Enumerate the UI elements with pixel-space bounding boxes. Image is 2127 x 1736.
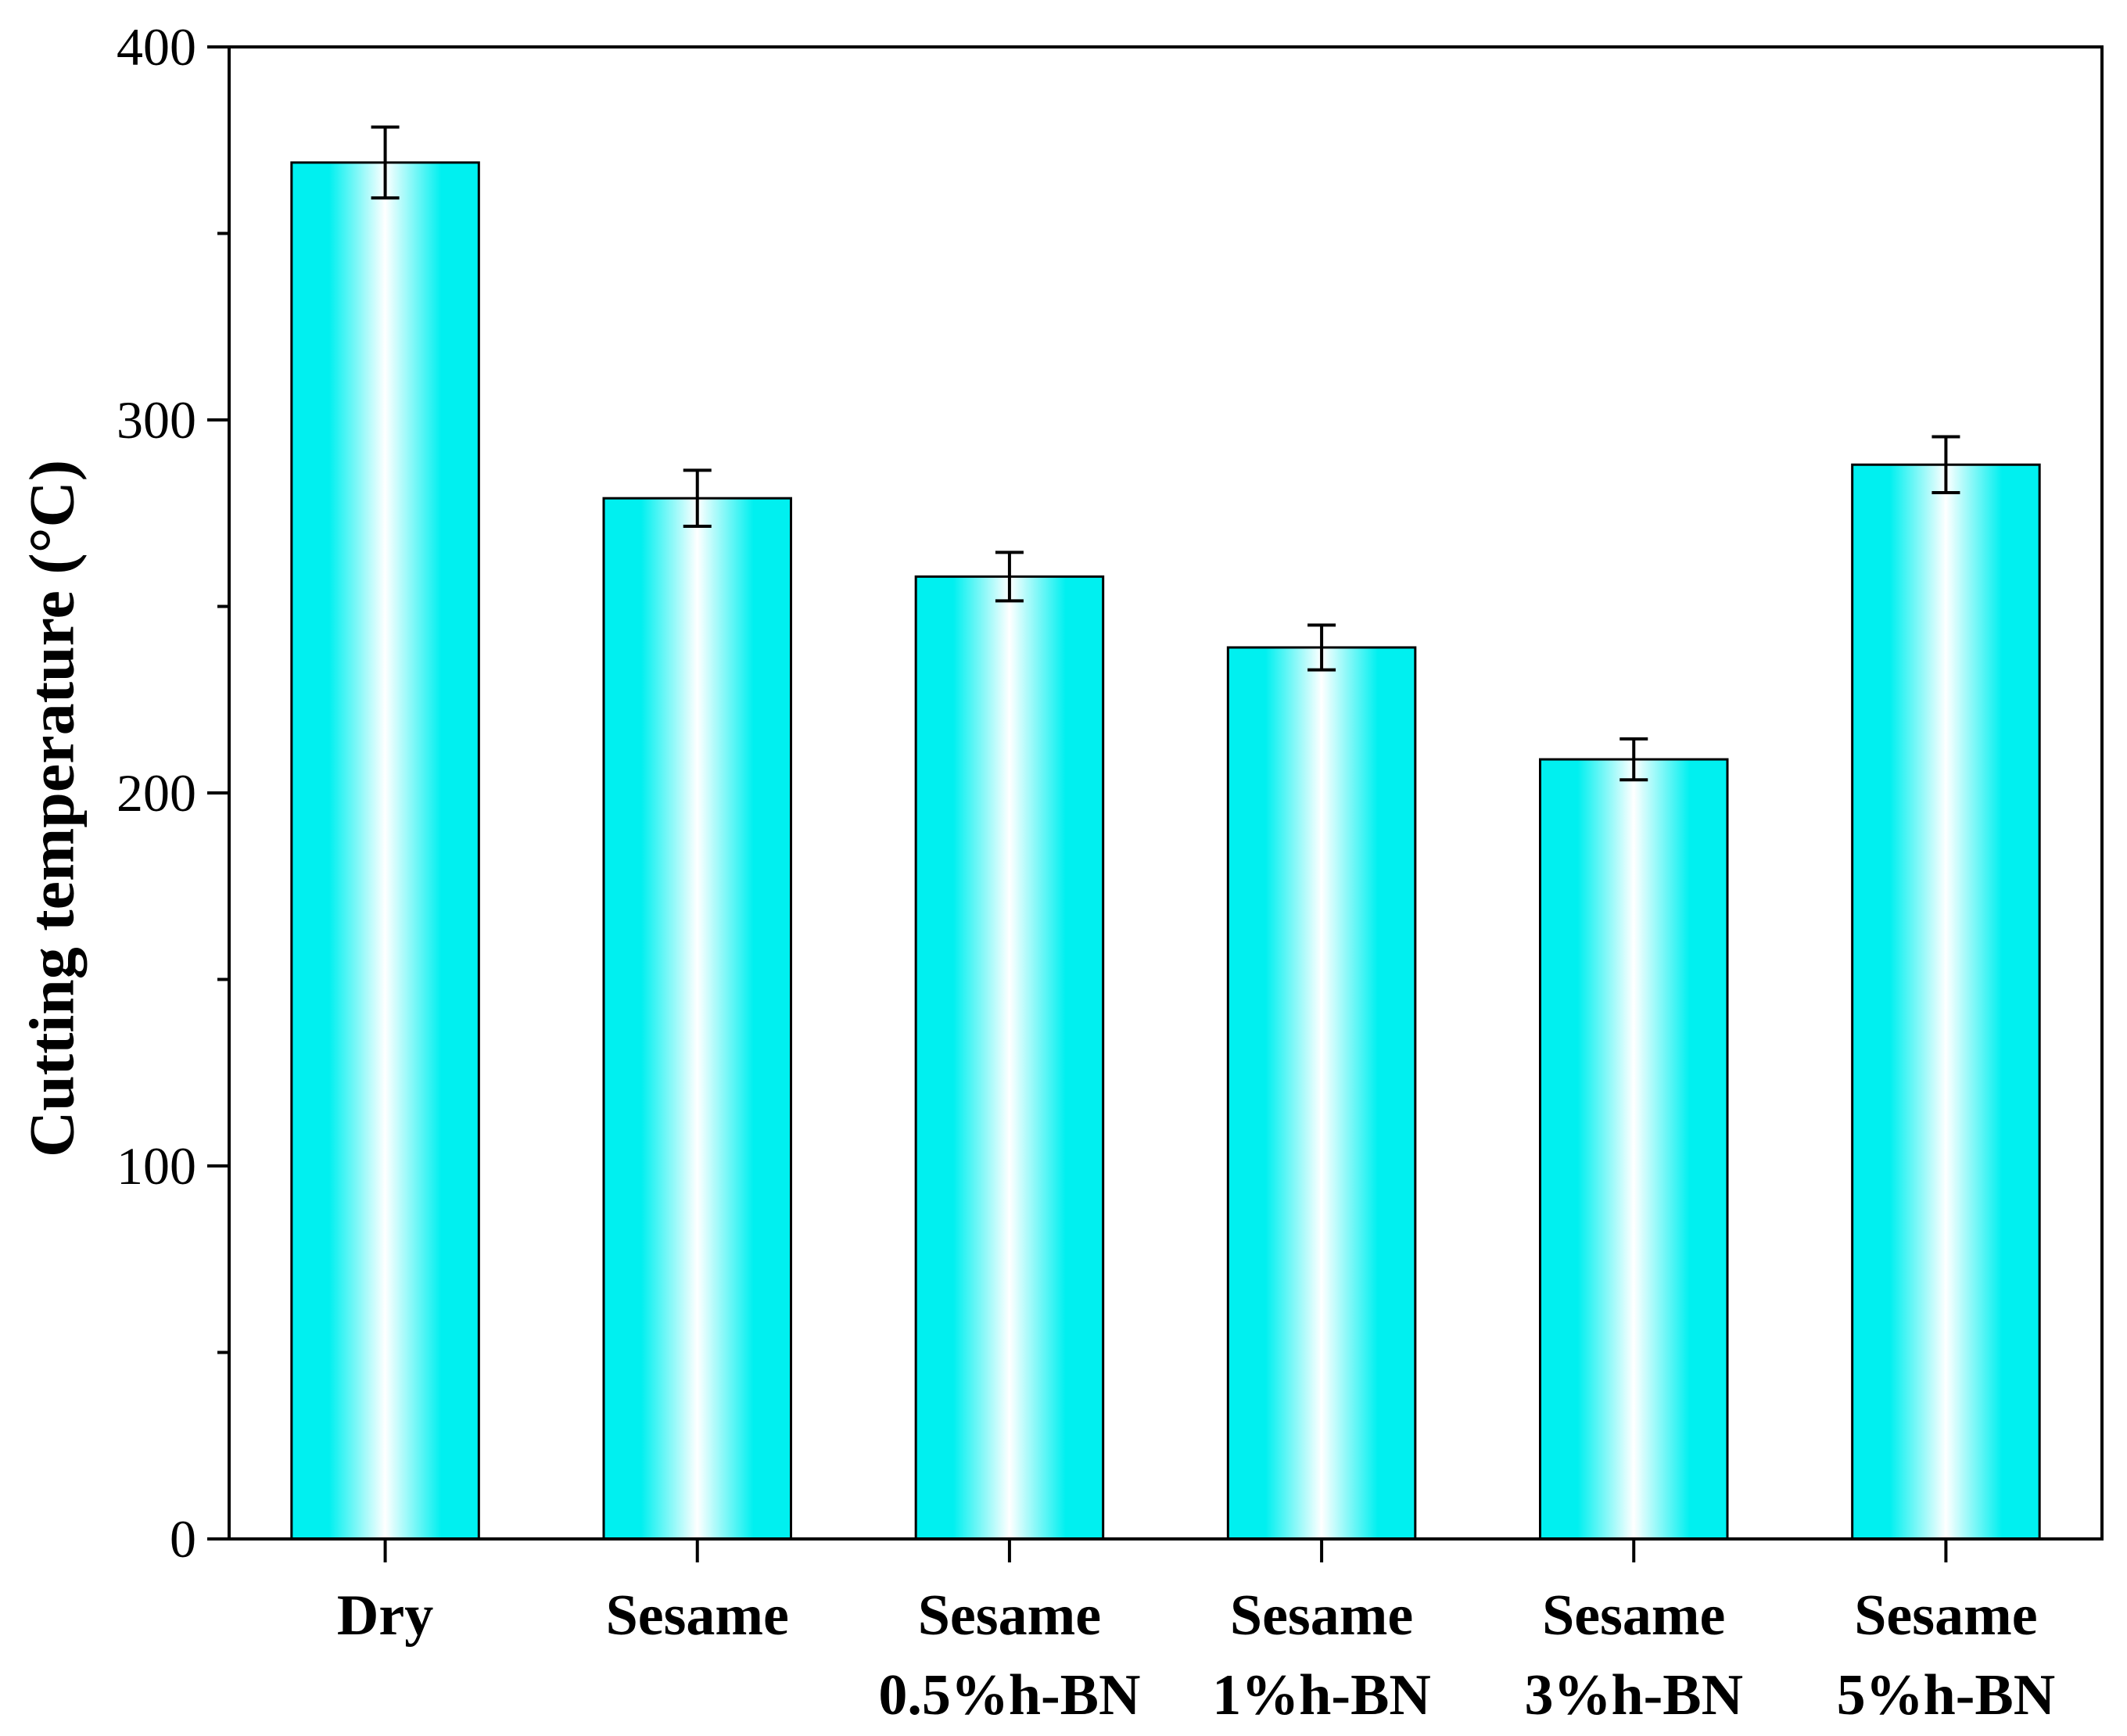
bar-2 [914, 575, 1105, 1541]
x-tick-label-4-0: Sesame [1542, 1584, 1725, 1648]
bar-5 [1851, 463, 2041, 1541]
bars-layer [290, 125, 2041, 1541]
y-axis-title: Cutting temperature (°C) [16, 460, 88, 1157]
x-tick-label-2-0: Sesame [918, 1584, 1101, 1648]
bar-3 [1226, 646, 1417, 1541]
bar-1 [602, 497, 792, 1541]
plot-frame [228, 45, 2104, 1541]
x-tick-label-2-1: 0.5%h-BN [878, 1663, 1140, 1727]
y-tick-label-3: 300 [117, 390, 196, 450]
y-tick-label-4: 400 [117, 17, 196, 77]
bar-0 [290, 161, 480, 1541]
x-tick-label-5-1: 5%h-BN [1837, 1663, 2056, 1727]
x-tick-label-0-0: Dry [337, 1584, 433, 1648]
x-tick-label-5-0: Sesame [1854, 1584, 2037, 1648]
bar-4 [1539, 758, 1729, 1541]
x-tick-label-3-0: Sesame [1230, 1584, 1413, 1648]
x-tick-label-1-0: Sesame [606, 1584, 789, 1648]
x-tick-label-4-1: 3%h-BN [1524, 1663, 1743, 1727]
x-tick-label-3-1: 1%h-BN [1212, 1663, 1431, 1727]
y-tick-label-2: 200 [117, 763, 196, 823]
y-tick-label-1: 100 [117, 1136, 196, 1196]
y-tick-label-0: 0 [170, 1509, 196, 1569]
axes-layer [207, 45, 2104, 1562]
labels-layer: Dry Sesame Sesame 0.5%h-BN Sesame 1%h-BN Sesam… [16, 17, 2056, 1727]
